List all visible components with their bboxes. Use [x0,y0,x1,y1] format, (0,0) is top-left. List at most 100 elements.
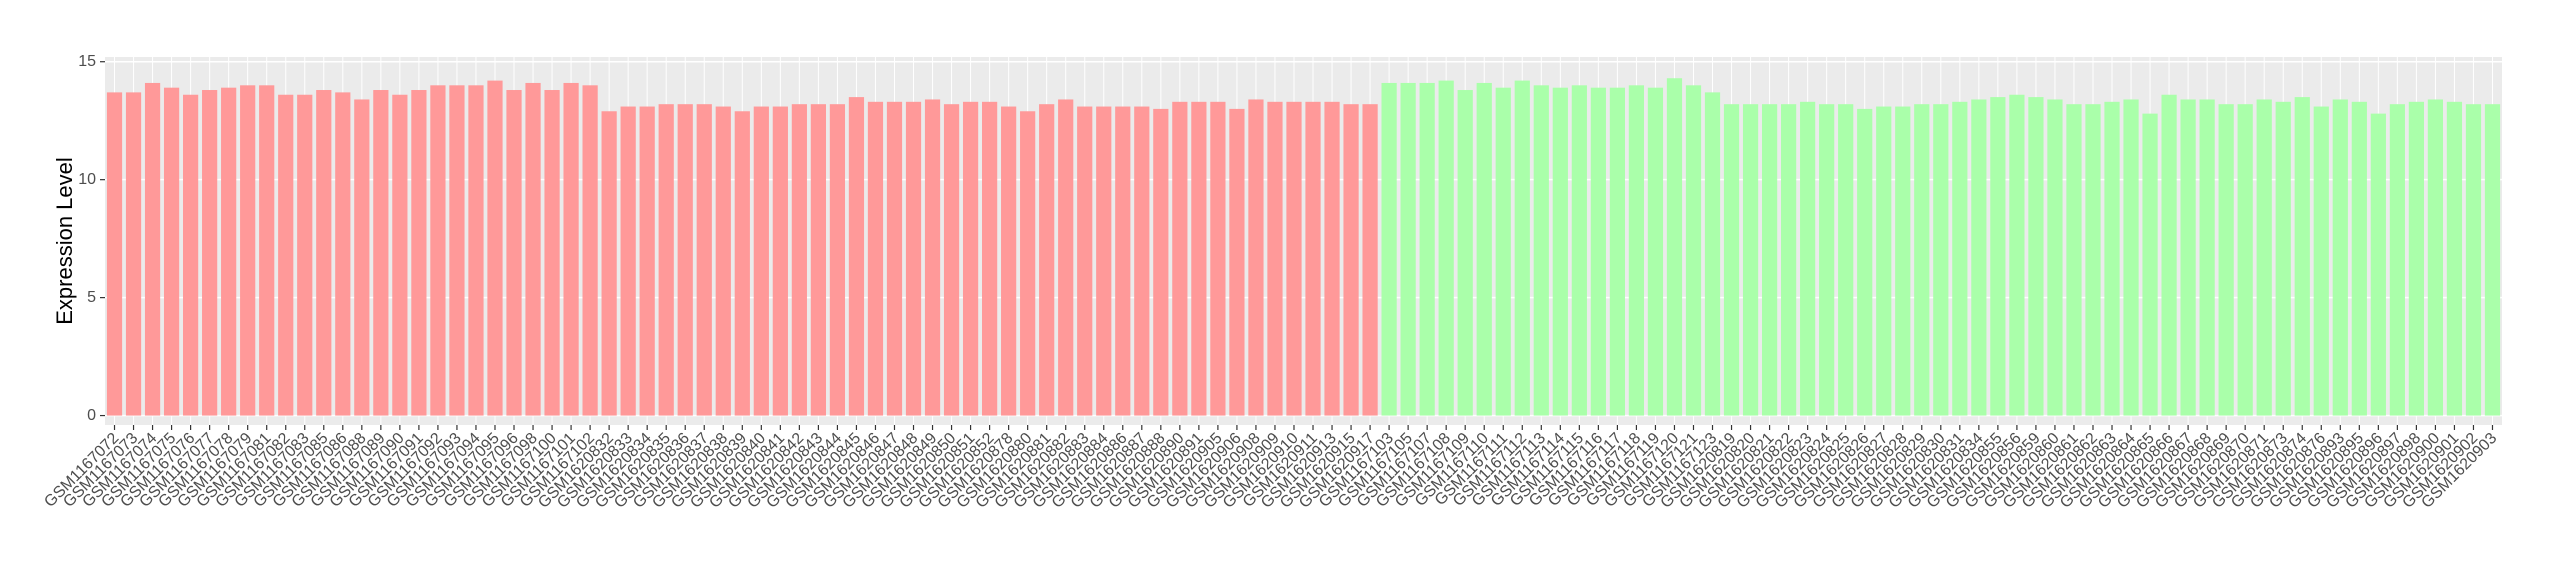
bar [1761,104,1778,416]
bar [163,87,180,416]
bar [1857,108,1873,416]
bar [2389,104,2405,416]
bar [1819,104,1835,416]
y-tick-label: 10 [78,171,96,188]
bar [1134,106,1150,416]
bar [943,104,960,416]
bar [601,111,617,416]
panel [105,57,2502,425]
bar [2161,94,2177,416]
bar [125,92,142,416]
bar [1039,104,1055,416]
bar [1990,97,2006,416]
bar [1533,85,1549,416]
bar [620,106,636,416]
bar [905,101,922,416]
bar [639,106,655,416]
bar [2123,99,2139,416]
bar [1400,82,1416,416]
bar [1685,85,1702,416]
bar [2104,101,2120,416]
bar [867,101,884,416]
bar [1286,101,1302,416]
bar [1742,104,1759,416]
bar [1343,104,1359,416]
bar [1172,101,1188,416]
bar [2028,97,2044,416]
bar [848,97,865,416]
bar [1971,99,1987,416]
bar [1153,108,1169,416]
bar [506,90,522,416]
bar [1895,106,1911,416]
bar [1267,101,1283,416]
bar [1362,104,1378,416]
bar [1590,87,1606,416]
bar [1571,85,1587,416]
bar [525,82,541,416]
bar [962,101,979,416]
bar [1096,106,1112,416]
bar [1324,101,1340,416]
bar [1476,82,1492,416]
bar [2066,104,2082,416]
bar [2009,94,2025,416]
bar [791,104,807,416]
bar [734,111,750,416]
bar [1248,99,1264,416]
bar [2047,99,2063,416]
bar [2237,104,2253,416]
bar [430,85,446,416]
bar [1381,82,1397,416]
bar [1210,101,1226,416]
bar [278,94,294,416]
bar [335,92,351,416]
bar [2351,101,2367,416]
bar [1514,80,1530,416]
bar [2180,99,2196,416]
y-tick-label: 15 [78,53,96,70]
bar [1838,104,1854,416]
bar [2332,99,2348,416]
y-tick-label: 5 [87,289,96,306]
bar [715,106,731,416]
bar [1704,92,1721,416]
bar [240,85,256,416]
bar [1305,101,1321,416]
bar [144,82,161,416]
bar [1020,111,1036,416]
bar [2085,104,2101,416]
bar [1001,106,1017,416]
bar [1666,78,1683,416]
bar [2313,106,2329,416]
bar [810,104,827,416]
bar [829,104,846,416]
bar [2408,101,2425,416]
bar [886,101,903,416]
bar [449,85,465,416]
bar [468,85,484,416]
bar [1058,99,1074,416]
bar [2294,97,2310,416]
bar [1876,106,1892,416]
bar [373,90,389,416]
bar [1229,108,1245,416]
bar [411,90,427,416]
bar [544,90,560,416]
bar [658,104,674,416]
bar [354,99,370,416]
bar [1552,87,1568,416]
bar [297,94,313,416]
bar [1780,104,1797,416]
bar [106,92,123,416]
y-tick-label: 0 [87,407,96,424]
bar [1933,104,1949,416]
bar [582,85,598,416]
bar [696,104,712,416]
bar [1115,106,1131,416]
y-axis-label: Expression Level [52,157,77,325]
bar [392,94,408,416]
bar [2218,104,2234,416]
bar [677,104,693,416]
bar [1647,87,1664,416]
